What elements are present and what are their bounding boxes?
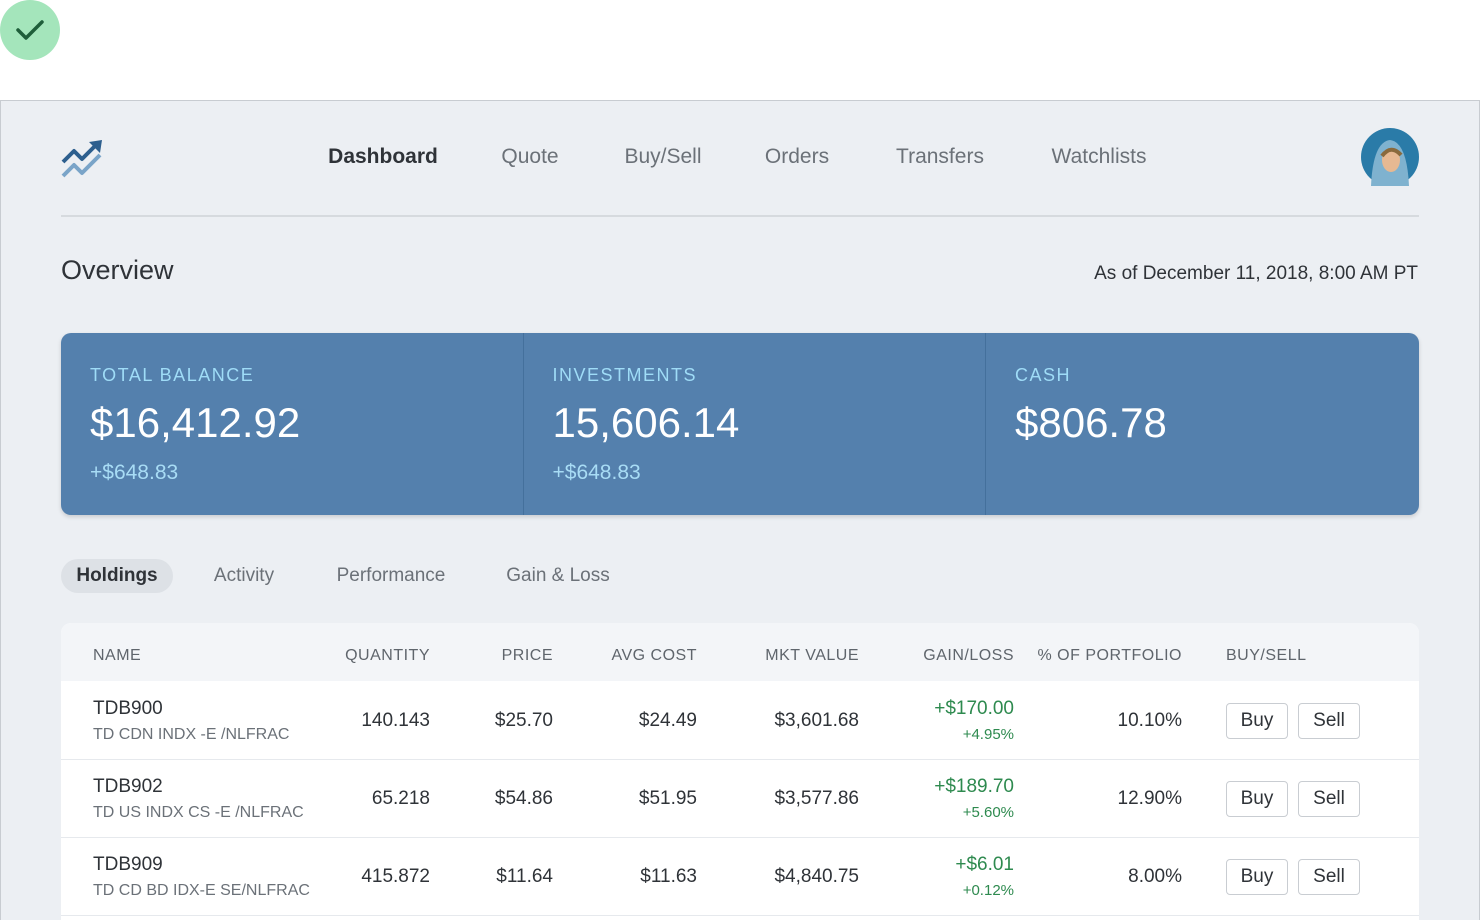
sell-button[interactable]: Sell [1298, 703, 1360, 739]
avg-cost: $51.95 [638, 788, 697, 809]
avg-cost: $11.63 [640, 866, 697, 887]
tab[interactable]: Gain & Loss [506, 565, 610, 586]
fund-name: TD CDN INDX -E /NLFRAC [93, 726, 290, 743]
card-divider [985, 333, 986, 515]
column-header: AVG COST [611, 647, 697, 664]
buy-button[interactable]: Buy [1226, 781, 1288, 817]
column-header: % OF PORTFOLIO [1037, 647, 1182, 664]
card-divider [523, 333, 524, 515]
gain-percent: +0.12% [962, 882, 1014, 899]
market-value: $3,577.86 [774, 788, 859, 809]
quantity: 140.143 [361, 710, 430, 731]
tab[interactable]: Performance [336, 565, 446, 586]
summary-label: CASH [1015, 365, 1072, 385]
summary-change: +$648.83 [90, 461, 179, 484]
table-header-bg [61, 623, 1419, 681]
symbol: TDB902 [93, 776, 163, 797]
column-header: QUANTITY [345, 647, 430, 664]
quantity: 415.872 [361, 866, 430, 887]
summary-label: TOTAL BALANCE [90, 365, 255, 385]
avatar[interactable] [1361, 128, 1419, 186]
nav-link[interactable]: Buy/Sell [624, 145, 702, 168]
column-header: MKT VALUE [765, 647, 859, 664]
portfolio-percent: 8.00% [1128, 866, 1182, 887]
buy-button[interactable]: Buy [1226, 703, 1288, 739]
check-icon [16, 20, 44, 40]
row-divider [61, 837, 1419, 838]
column-header: BUY/SELL [1226, 647, 1307, 664]
portfolio-percent: 10.10% [1117, 710, 1182, 731]
sell-button[interactable]: Sell [1298, 781, 1360, 817]
nav-link[interactable]: Orders [764, 145, 830, 168]
symbol: TDB909 [93, 854, 163, 875]
nav-divider [61, 215, 1419, 217]
gain-amount: +$189.70 [934, 776, 1014, 797]
symbol: TDB900 [93, 698, 163, 719]
buy-button[interactable]: Buy [1226, 859, 1288, 895]
row-divider [61, 759, 1419, 760]
gain-amount: +$6.01 [955, 854, 1014, 875]
market-value: $4,840.75 [774, 866, 859, 887]
nav-link[interactable]: Watchlists [1051, 145, 1147, 168]
tab[interactable]: Activity [213, 565, 275, 586]
price: $54.86 [494, 788, 553, 809]
summary-change: +$648.83 [552, 461, 641, 484]
market-value: $3,601.68 [774, 710, 859, 731]
sell-button[interactable]: Sell [1298, 859, 1360, 895]
nav-link[interactable]: Transfers [896, 145, 984, 168]
tab[interactable]: Holdings [76, 565, 158, 586]
gain-percent: +4.95% [962, 726, 1014, 743]
fund-name: TD CD BD IDX-E SE/NLFRAC [93, 882, 310, 899]
page-title: Overview [61, 255, 174, 285]
status-check [0, 0, 60, 60]
summary-value: $806.78 [1015, 399, 1167, 446]
as-of-date: As of December 11, 2018, 8:00 AM PT [1094, 263, 1418, 284]
column-header: PRICE [501, 647, 553, 664]
gain-percent: +5.60% [962, 804, 1014, 821]
row-divider [61, 915, 1419, 916]
logo[interactable] [60, 138, 108, 180]
quantity: 65.218 [371, 788, 430, 809]
tab-pill [61, 559, 173, 593]
portfolio-percent: 12.90% [1117, 788, 1182, 809]
nav-link[interactable]: Dashboard [328, 145, 438, 168]
nav-link[interactable]: Quote [501, 145, 559, 168]
summary-card [61, 333, 1419, 515]
summary-value: 15,606.14 [552, 399, 740, 446]
summary-value: $16,412.92 [90, 399, 301, 446]
avg-cost: $24.49 [638, 710, 697, 731]
column-header: NAME [93, 647, 142, 664]
summary-label: INVESTMENTS [552, 365, 698, 385]
price: $11.64 [496, 866, 553, 887]
gain-amount: +$170.00 [934, 698, 1014, 719]
column-header: GAIN/LOSS [923, 647, 1014, 664]
fund-name: TD US INDX CS -E /NLFRAC [93, 804, 304, 821]
price: $25.70 [494, 710, 553, 731]
